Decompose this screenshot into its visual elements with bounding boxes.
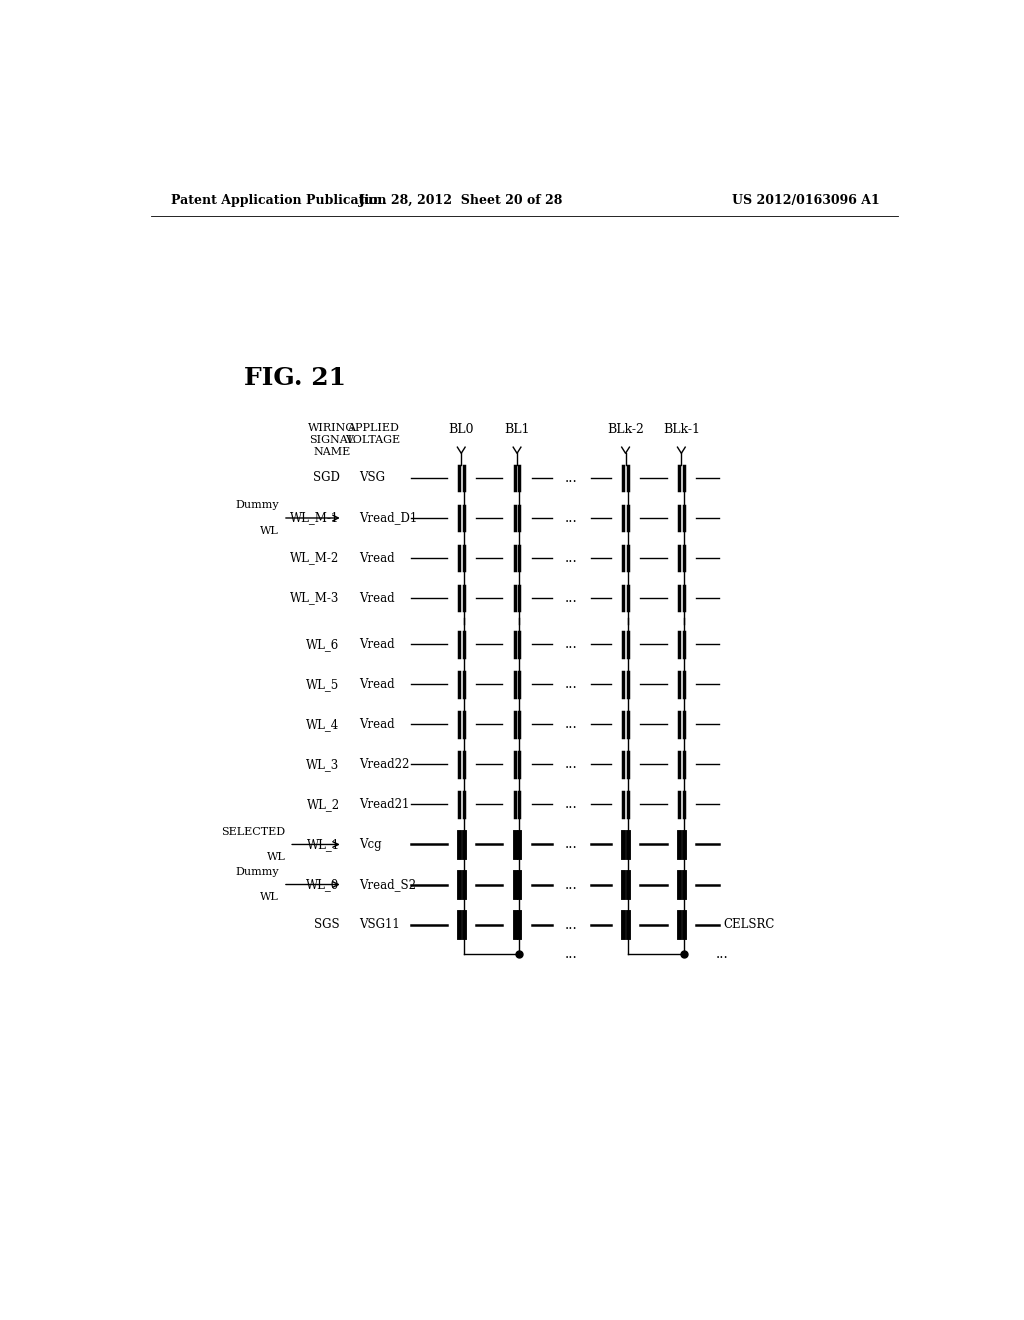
Text: Vread22: Vread22 (359, 758, 410, 771)
Text: WL_M-3: WL_M-3 (290, 591, 340, 605)
Text: Dummy: Dummy (236, 500, 280, 511)
Text: BLk-2: BLk-2 (607, 422, 644, 436)
Text: BLk-1: BLk-1 (663, 422, 699, 436)
Text: Vread: Vread (359, 638, 394, 651)
Text: Vread: Vread (359, 677, 394, 690)
Text: ...: ... (565, 878, 578, 891)
Text: WL: WL (266, 853, 286, 862)
Text: SGD: SGD (312, 471, 340, 484)
Text: ...: ... (565, 591, 578, 605)
Text: WL_M-1: WL_M-1 (291, 511, 340, 524)
Text: ...: ... (565, 797, 578, 812)
Text: ...: ... (565, 758, 578, 771)
Text: Vread21: Vread21 (359, 797, 410, 810)
Text: Vread: Vread (359, 552, 394, 565)
Text: ...: ... (565, 511, 578, 525)
Text: Dummy: Dummy (236, 867, 280, 876)
Text: ...: ... (565, 471, 578, 484)
Text: Patent Application Publication: Patent Application Publication (171, 194, 386, 207)
Text: ...: ... (565, 550, 578, 565)
Text: BL1: BL1 (504, 422, 529, 436)
Text: WL: WL (260, 892, 280, 902)
Text: WL_6: WL_6 (306, 638, 340, 651)
Text: Jun. 28, 2012  Sheet 20 of 28: Jun. 28, 2012 Sheet 20 of 28 (359, 194, 563, 207)
Text: ...: ... (565, 837, 578, 851)
Text: VSG: VSG (359, 471, 385, 484)
Text: WL_3: WL_3 (306, 758, 340, 771)
Text: Vread: Vread (359, 591, 394, 605)
Text: FIG. 21: FIG. 21 (245, 366, 346, 389)
Text: ...: ... (565, 717, 578, 731)
Text: WL_M-2: WL_M-2 (291, 552, 340, 565)
Text: Vread: Vread (359, 718, 394, 731)
Text: US 2012/0163096 A1: US 2012/0163096 A1 (732, 194, 880, 207)
Text: Vcg: Vcg (359, 838, 382, 851)
Text: WL_1: WL_1 (306, 838, 340, 851)
Text: WL_2: WL_2 (306, 797, 340, 810)
Text: WL_4: WL_4 (306, 718, 340, 731)
Text: Vread_S2: Vread_S2 (359, 878, 416, 891)
Text: APPLIED
VOLTAGE: APPLIED VOLTAGE (345, 422, 400, 445)
Text: ...: ... (565, 638, 578, 651)
Text: Vread_D1: Vread_D1 (359, 511, 417, 524)
Text: SGS: SGS (314, 917, 340, 931)
Text: SELECTED: SELECTED (221, 826, 286, 837)
Text: WL_0: WL_0 (306, 878, 340, 891)
Text: ...: ... (565, 677, 578, 692)
Text: BL0: BL0 (449, 422, 474, 436)
Text: CELSRC: CELSRC (723, 917, 774, 931)
Text: WL: WL (260, 525, 280, 536)
Text: ...: ... (716, 946, 729, 961)
Text: VSG11: VSG11 (359, 917, 399, 931)
Text: WL_5: WL_5 (306, 677, 340, 690)
Text: ...: ... (565, 917, 578, 932)
Text: WIRING
SIGNAL
NAME: WIRING SIGNAL NAME (308, 422, 355, 457)
Text: ...: ... (565, 946, 578, 961)
